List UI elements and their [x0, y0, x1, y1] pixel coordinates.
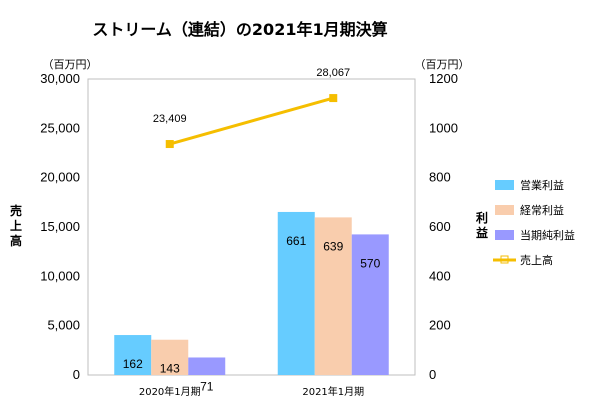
chart-title: ストリーム（連結）の2021年1月期決算	[92, 20, 387, 39]
legend-swatch	[495, 205, 514, 215]
bar	[114, 335, 152, 375]
left-tick-label: 25,000	[40, 120, 80, 135]
sales-data-label: 28,067	[316, 67, 350, 79]
right-tick-label: 200	[429, 318, 451, 333]
left-tick-label: 30,000	[40, 71, 80, 86]
left-tick-label: 5,000	[47, 318, 80, 333]
bar-data-label: 570	[360, 256, 380, 270]
sales-point	[165, 140, 174, 149]
right-tick-label: 0	[429, 367, 436, 382]
category-label: 2020年1月期	[139, 385, 201, 398]
sales-data-label: 23,409	[153, 113, 187, 125]
right-tick-label: 600	[429, 219, 451, 234]
bar-data-label: 71	[200, 379, 214, 393]
bar-data-label: 661	[286, 234, 306, 248]
right-tick-label: 400	[429, 268, 451, 283]
legend-marker	[500, 255, 509, 264]
bar	[188, 357, 226, 375]
category-label: 2021年1月期	[302, 385, 364, 398]
legend-swatch	[495, 180, 514, 190]
legend-label: 当期純利益	[520, 228, 575, 242]
right-tick-label: 1000	[429, 120, 458, 135]
bar	[151, 339, 189, 375]
left-tick-label: 20,000	[40, 170, 80, 185]
right-tick-label: 800	[429, 170, 451, 185]
sales-point	[329, 94, 338, 103]
bar	[277, 211, 315, 375]
right-axis-unit: （百万円）	[415, 58, 470, 71]
bar	[314, 217, 352, 375]
left-tick-label: 0	[73, 367, 80, 382]
right-axis-title: 利益	[476, 210, 488, 240]
legend-swatch	[495, 230, 514, 240]
bar	[351, 234, 389, 375]
bar-data-label: 162	[123, 357, 143, 371]
bar-data-label: 639	[323, 239, 343, 253]
left-axis-unit: （百万円）	[43, 58, 98, 71]
plot-area-border	[87, 78, 416, 376]
bar-data-label: 143	[160, 362, 180, 376]
sales-line	[169, 96, 334, 146]
legend-label: 売上高	[520, 253, 553, 267]
right-tick-label: 1200	[429, 71, 458, 86]
left-axis-title: 売上高	[10, 203, 22, 248]
left-tick-label: 15,000	[40, 219, 80, 234]
legend-label: 経常利益	[520, 203, 564, 217]
legend-label: 営業利益	[520, 178, 564, 192]
left-tick-label: 10,000	[40, 268, 80, 283]
